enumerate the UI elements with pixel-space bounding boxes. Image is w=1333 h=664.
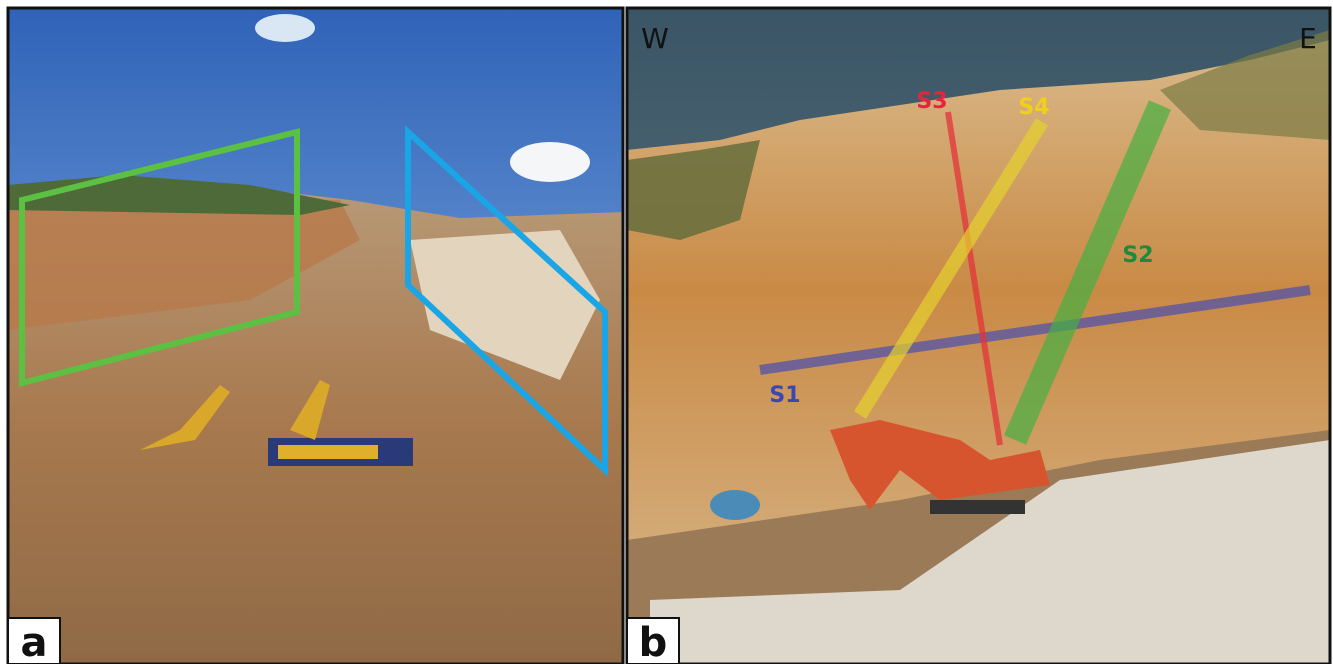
s1-trace <box>759 285 1311 375</box>
excavator <box>830 420 1050 510</box>
cloud <box>255 14 315 42</box>
set-label: S2 <box>1122 243 1153 268</box>
panel-border <box>625 6 1332 664</box>
panel-b: S1 S2 S3 S4 W E b <box>625 6 1332 664</box>
excavator-track <box>930 500 1025 514</box>
panel-label: b <box>639 620 668 664</box>
excavator <box>140 385 230 450</box>
s4-trace <box>854 118 1048 419</box>
set-label: S3 <box>916 89 947 114</box>
panel-label: a <box>21 620 48 664</box>
excavator <box>290 380 330 440</box>
direction-label: E <box>1299 22 1317 55</box>
panel-border <box>6 6 625 664</box>
set-label: S4 <box>1018 95 1049 120</box>
vegetation <box>627 140 760 240</box>
panel-a: a <box>6 6 625 664</box>
truck-load <box>278 445 378 459</box>
s3-trace <box>945 111 1003 446</box>
barrel <box>710 490 760 520</box>
rock-face <box>8 195 360 330</box>
vegetation <box>1160 30 1330 140</box>
cloud <box>510 142 590 182</box>
blue-plane <box>405 125 608 477</box>
green-plane <box>19 128 300 387</box>
label-box <box>626 617 680 664</box>
s2-trace <box>1003 100 1172 445</box>
rubble <box>650 440 1330 664</box>
set-label: S1 <box>769 383 800 408</box>
label-box <box>7 617 61 664</box>
direction-label: W <box>641 22 669 55</box>
